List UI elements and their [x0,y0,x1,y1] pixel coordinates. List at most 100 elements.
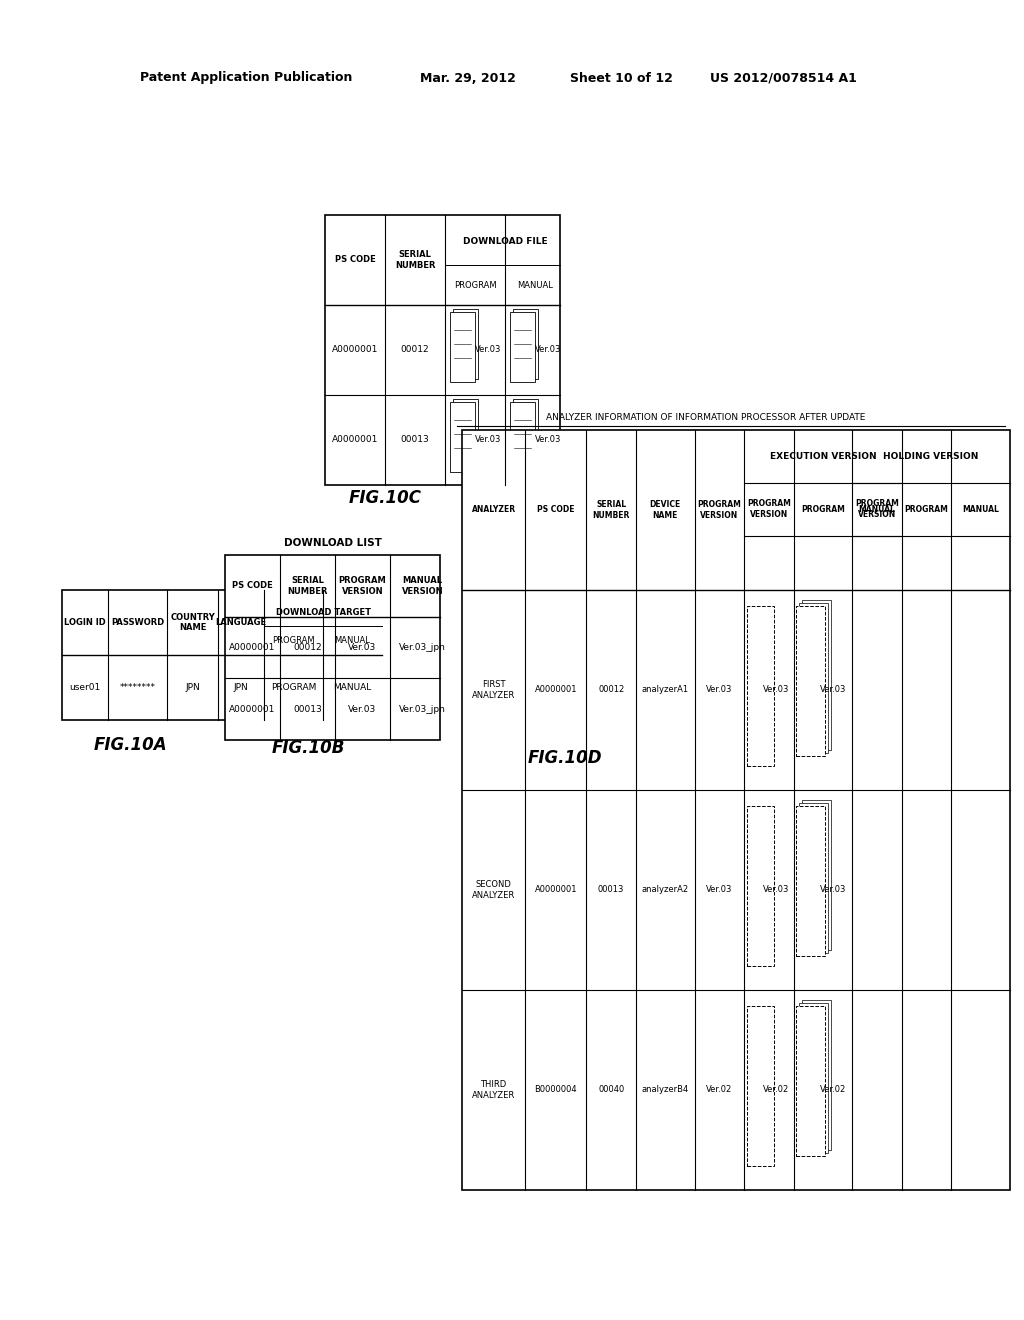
Text: DOWNLOAD FILE: DOWNLOAD FILE [463,238,547,247]
Bar [450,313,475,383]
Text: A0000001: A0000001 [535,886,577,895]
Text: Mar. 29, 2012: Mar. 29, 2012 [420,71,516,84]
Text: PROGRAM
VERSION: PROGRAM VERSION [746,499,791,519]
Bar [450,403,475,473]
Text: PROGRAM
VERSION: PROGRAM VERSION [339,576,386,595]
Bar [799,803,828,953]
Bar [510,313,535,383]
Text: Ver.02: Ver.02 [820,1085,847,1094]
Text: LOGIN ID: LOGIN ID [65,618,106,627]
Text: US 2012/0078514 A1: US 2012/0078514 A1 [710,71,857,84]
Text: SECOND
ANALYZER: SECOND ANALYZER [472,880,515,900]
Text: PS CODE: PS CODE [537,506,574,515]
Text: PROGRAM
VERSION: PROGRAM VERSION [697,500,741,520]
Text: PS CODE: PS CODE [232,581,272,590]
Text: Ver.03_jpn: Ver.03_jpn [399,643,445,652]
Text: Sheet 10 of 12: Sheet 10 of 12 [570,71,673,84]
Text: PROGRAM: PROGRAM [271,682,316,692]
Text: SERIAL
NUMBER: SERIAL NUMBER [593,500,630,520]
Text: PROGRAM: PROGRAM [801,504,845,513]
Text: MANUAL: MANUAL [517,281,553,289]
Text: COUNTRY
NAME: COUNTRY NAME [170,612,215,632]
Text: PASSWORD: PASSWORD [112,618,165,627]
Text: FIG.10B: FIG.10B [271,739,345,756]
Text: FIRST
ANALYZER: FIRST ANALYZER [472,680,515,700]
Bar [225,554,440,741]
Text: B0000004: B0000004 [535,1085,578,1094]
Text: PROGRAM: PROGRAM [454,281,497,289]
Text: PROGRAM
VERSION: PROGRAM VERSION [855,499,899,519]
Text: Patent Application Publication: Patent Application Publication [140,71,352,84]
Bar [510,403,535,473]
Bar [513,309,538,379]
Text: Ver.03_jpn: Ver.03_jpn [399,705,445,714]
Text: A0000001: A0000001 [535,685,577,694]
Bar [748,1006,774,1166]
Text: THIRD
ANALYZER: THIRD ANALYZER [472,1080,515,1100]
Text: A0000001: A0000001 [229,643,275,652]
Text: ANALYZER: ANALYZER [471,506,516,515]
Text: DOWNLOAD LIST: DOWNLOAD LIST [284,539,381,548]
Bar [62,590,382,719]
Text: SERIAL
NUMBER: SERIAL NUMBER [394,251,435,269]
Text: A0000001: A0000001 [229,705,275,714]
Bar [748,606,774,766]
Text: Ver.03: Ver.03 [820,685,847,694]
Bar [799,603,828,752]
Text: 00013: 00013 [293,705,322,714]
Text: EXECUTION VERSION: EXECUTION VERSION [770,451,877,461]
Text: SERIAL
NUMBER: SERIAL NUMBER [288,576,328,595]
Text: 00013: 00013 [598,886,625,895]
Bar [796,807,825,956]
Text: JPN: JPN [233,682,249,692]
Text: Ver.03: Ver.03 [475,346,502,355]
Bar [453,399,478,470]
Text: FIG.10D: FIG.10D [527,748,602,767]
Text: analyzerA2: analyzerA2 [642,886,689,895]
Text: PS CODE: PS CODE [335,256,376,264]
Text: MANUAL: MANUAL [858,504,896,513]
Text: 00012: 00012 [293,643,322,652]
Text: ANALYZER INFORMATION OF INFORMATION PROCESSOR AFTER UPDATE: ANALYZER INFORMATION OF INFORMATION PROC… [547,413,865,422]
Text: Ver.03: Ver.03 [763,886,790,895]
Bar [802,601,831,750]
Text: DEVICE
NAME: DEVICE NAME [649,500,681,520]
Text: 00012: 00012 [400,346,429,355]
Bar [453,309,478,379]
Text: Ver.02: Ver.02 [763,1085,790,1094]
Bar [462,430,1010,1191]
Bar [802,1001,831,1150]
Text: Ver.03: Ver.03 [535,436,561,445]
Text: MANUAL: MANUAL [334,682,372,692]
Text: HOLDING VERSION: HOLDING VERSION [884,451,979,461]
Text: 00040: 00040 [598,1085,625,1094]
Text: Ver.03: Ver.03 [820,886,847,895]
Text: 00012: 00012 [598,685,625,694]
Text: user01: user01 [70,682,100,692]
Bar [513,399,538,470]
Text: 00013: 00013 [400,436,429,445]
Text: MANUAL
VERSION: MANUAL VERSION [401,576,443,595]
Text: MANUAL: MANUAL [963,504,999,513]
Bar [799,1003,828,1152]
Text: Ver.03: Ver.03 [348,705,377,714]
Text: FIG.10A: FIG.10A [93,737,167,754]
Bar [802,800,831,950]
Bar [796,1006,825,1156]
Text: Ver.03: Ver.03 [348,643,377,652]
Text: ********: ******** [120,682,156,692]
Text: A0000001: A0000001 [332,436,378,445]
Text: MANUAL: MANUAL [335,636,371,645]
Text: Ver.02: Ver.02 [707,1085,732,1094]
Text: analyzerB4: analyzerB4 [642,1085,689,1094]
Text: Ver.03: Ver.03 [763,685,790,694]
Text: PROGRAM: PROGRAM [904,504,948,513]
Bar [796,606,825,756]
Text: Ver.03: Ver.03 [707,685,732,694]
Text: Ver.03: Ver.03 [707,886,732,895]
Bar [325,215,560,484]
Bar [748,807,774,966]
Text: JPN: JPN [185,682,200,692]
Text: A0000001: A0000001 [332,346,378,355]
Text: Ver.03: Ver.03 [475,436,502,445]
